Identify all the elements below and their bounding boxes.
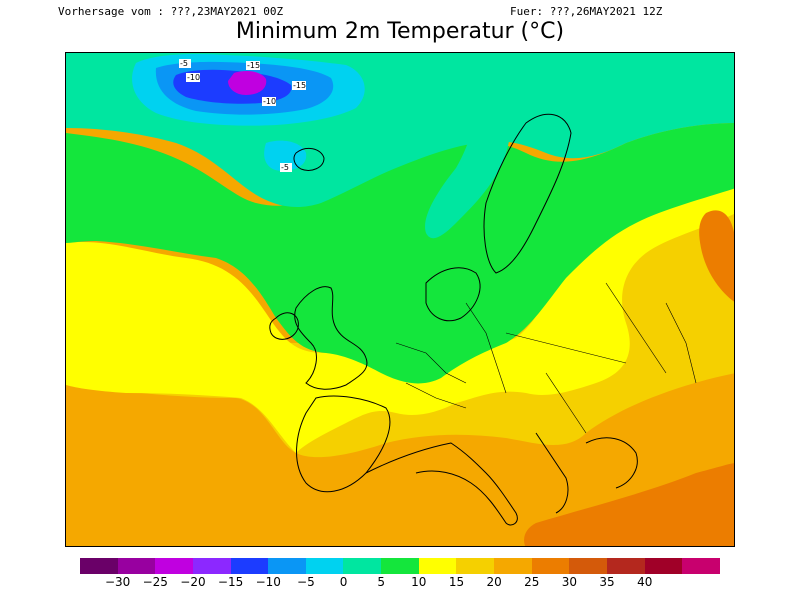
legend-label: 40 [637,575,653,589]
legend-swatch [644,558,683,574]
legend-swatch [418,558,457,574]
scandinavia-ridge [425,93,510,239]
legend-swatch [343,558,382,574]
legend-swatch [80,558,118,574]
south-warm [524,463,734,546]
legend-swatch [494,558,532,574]
legend-swatch [155,558,193,574]
legend-label: 0 [339,575,348,589]
east-warm [699,210,734,302]
legend-swatch [682,558,720,574]
legend-swatch [230,558,269,574]
legend-label: 10 [411,575,427,589]
forecast-valid-time: Fuer: ???,26MAY2021 12Z [510,5,663,18]
map-title: Minimum 2m Temperatur (°C) [235,19,565,44]
legend-labels: −30 −25 −20 −15 −10 −5 0 5 10 15 20 25 30 35 40 [0,575,800,591]
forecast-init-time: Vorhersage vom : ???,23MAY2021 00Z [58,5,284,18]
color-legend [80,558,720,574]
contour-label: -5 [281,163,289,172]
legend-label: 20 [486,575,502,589]
legend-swatch [192,558,231,574]
legend-label: −10 [255,575,281,589]
legend-swatch [456,558,495,574]
legend-label: −20 [180,575,206,589]
temperature-map: -5 -10 -15 -10 -15 -5 [65,52,735,547]
contour-label: -5 [180,59,188,68]
legend-label: 15 [448,575,465,589]
legend-swatch [381,558,419,574]
legend-label: −25 [142,575,168,589]
contour-label: -10 [263,97,276,106]
coastlines [269,113,638,526]
legend-label: −5 [297,575,315,589]
legend-swatch [268,558,306,574]
legend-swatch [305,558,344,574]
contour-label: -15 [247,61,260,70]
contour-label: -15 [293,81,306,90]
legend-label: −15 [217,575,244,589]
legend-swatch [606,558,645,574]
map-canvas: -5 -10 -15 -10 -15 -5 [66,53,734,546]
legend-label: 25 [524,575,540,589]
borders [395,282,697,434]
band-10-15 [66,183,734,453]
legend-swatch [569,558,607,574]
legend-label: 30 [561,575,578,589]
greenland-m15 [228,71,267,95]
legend-swatch [117,558,156,574]
legend-label: 5 [377,575,385,589]
contour-label: -10 [187,73,200,82]
legend-label: 35 [599,575,615,589]
legend-label: −30 [104,575,131,589]
band-5-10 [66,123,734,384]
legend-swatch [531,558,570,574]
contour-labels: -5 -10 -15 -10 -15 -5 [179,59,306,172]
